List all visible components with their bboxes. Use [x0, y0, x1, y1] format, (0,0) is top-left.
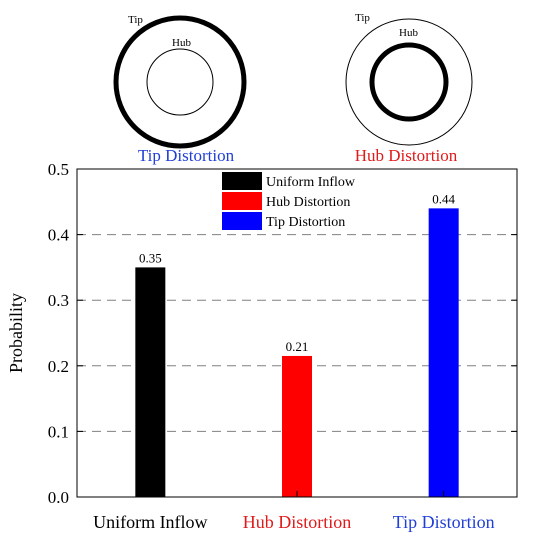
- hub-distortion-caption: Hub Distortion: [355, 146, 458, 165]
- x-tick-label: Hub Distortion: [243, 512, 352, 532]
- legend: Uniform Inflow Hub Distortion Tip Distorti…: [222, 172, 356, 230]
- tip-distortion-caption: Tip Distortion: [138, 146, 235, 165]
- probability-bar-chart: 0.35 0.21 0.44 0.0 0.1 0.2 0.3 0.4 0.5 Uniform …: [6, 160, 518, 532]
- hub-label: Hub: [172, 37, 191, 49]
- bar-uniform-inflow: [135, 267, 166, 497]
- x-axis-labels: Uniform Inflow Hub Distortion Tip Distorti…: [93, 491, 495, 532]
- y-tick-label: 0.2: [48, 357, 69, 376]
- tip-distortion-diagram: Tip Hub Tip Distortion: [113, 14, 247, 165]
- y-tick-label: 0.3: [48, 291, 69, 310]
- y-tick-label: 0.4: [48, 226, 70, 245]
- inner-ring-thin: [146, 48, 214, 116]
- tip-label: Tip: [355, 12, 370, 24]
- legend-swatch: [222, 212, 262, 230]
- data-label: 0.35: [139, 250, 162, 265]
- tip-label: Tip: [128, 14, 143, 26]
- legend-label: Hub Distortion: [266, 195, 350, 210]
- data-labels: 0.35 0.21 0.44: [139, 191, 456, 354]
- inner-ring-thick: [369, 42, 449, 122]
- outer-ring-thick: [113, 15, 247, 149]
- y-tick-label: 0.5: [48, 160, 69, 179]
- x-tick-label: Tip Distortion: [393, 512, 495, 532]
- legend-swatch: [222, 192, 262, 210]
- x-tick-label: Uniform Inflow: [93, 512, 207, 532]
- legend-label: Tip Distortion: [266, 215, 345, 230]
- y-axis-label: Probability: [6, 293, 26, 373]
- bars: [135, 208, 459, 498]
- legend-label: Uniform Inflow: [266, 175, 356, 190]
- data-label: 0.44: [432, 191, 455, 206]
- bar-tip-distortion: [428, 208, 459, 498]
- y-tick-label: 0.0: [48, 488, 69, 507]
- data-label: 0.21: [286, 339, 309, 354]
- hub-distortion-diagram: Tip Hub Hub Distortion: [345, 12, 473, 165]
- hub-label: Hub: [399, 27, 418, 39]
- y-tick-label: 0.1: [48, 422, 69, 441]
- y-axis-ticks: 0.0 0.1 0.2 0.3 0.4 0.5: [48, 160, 517, 507]
- outer-ring-thin: [345, 18, 473, 146]
- bar-hub-distortion: [282, 355, 312, 497]
- legend-swatch: [222, 172, 262, 190]
